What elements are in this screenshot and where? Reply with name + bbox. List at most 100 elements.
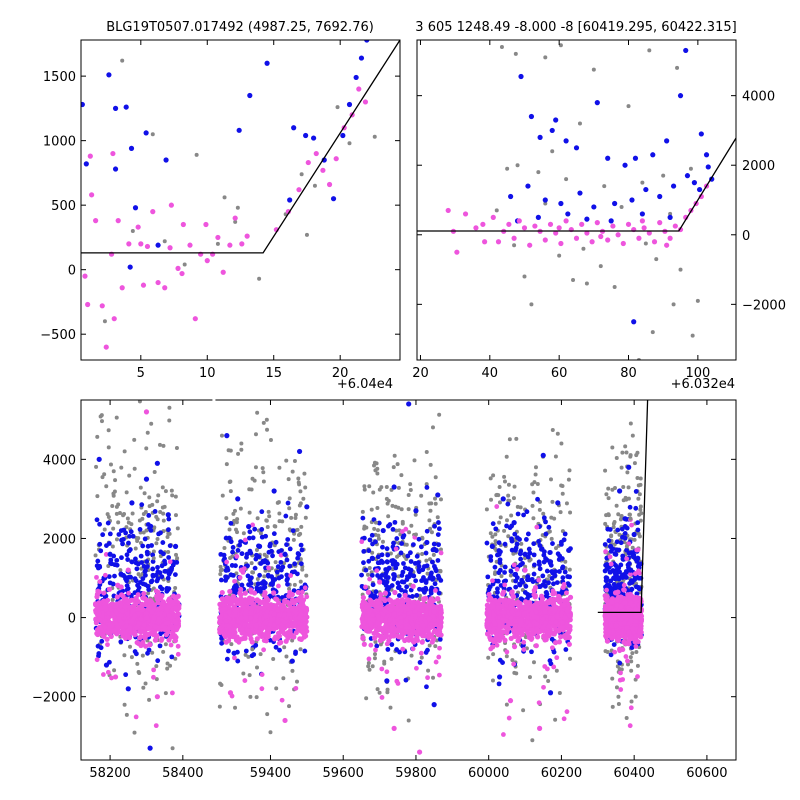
data-point-blue xyxy=(677,93,684,99)
cloud-pink-point xyxy=(126,590,132,596)
cloud-pink-point xyxy=(389,632,395,638)
cloud-blue-point xyxy=(285,581,290,587)
cloud-pink-point xyxy=(105,629,111,636)
data-point-gray xyxy=(522,274,527,279)
cloud-blue-point xyxy=(230,572,236,578)
cloud-gray-point xyxy=(502,396,506,400)
cloud-blue-point xyxy=(552,573,558,579)
cloud-blue-point xyxy=(165,575,171,581)
cloud-gray-point xyxy=(300,567,305,572)
cloud-pink-point xyxy=(408,616,414,622)
data-point-pink xyxy=(138,241,144,247)
cloud-blue-point xyxy=(118,528,124,534)
cloud-gray-point xyxy=(514,436,519,441)
cloud-pink-point xyxy=(146,625,152,631)
cloud-blue-point xyxy=(295,551,301,556)
cloud-gray-point xyxy=(385,501,390,506)
cloud-pink-point xyxy=(302,633,309,639)
cloud-blue-point xyxy=(169,567,174,573)
cloud-pink-point xyxy=(382,608,388,614)
data-point-pink xyxy=(605,237,611,243)
cloud-gray-point xyxy=(490,678,495,683)
cloud-blue-point xyxy=(244,551,250,557)
cloud-gray-point xyxy=(261,479,266,484)
cloud-blue-point xyxy=(252,565,258,571)
cloud-pink-point xyxy=(304,594,310,600)
cloud-gray-point xyxy=(367,667,372,672)
cloud-gray-point xyxy=(372,656,377,661)
cloud-blue-point xyxy=(143,568,148,573)
cloud-pink-point xyxy=(275,630,282,636)
cloud-blue-point xyxy=(537,562,542,568)
cloud-blue-point xyxy=(399,573,405,578)
data-point-blue xyxy=(558,200,564,207)
cloud-gray-point xyxy=(105,512,110,517)
cloud-pink-point xyxy=(378,638,383,643)
cloud-gray-point xyxy=(372,460,377,465)
cloud-blue-point xyxy=(290,528,296,534)
cloud-gray-point xyxy=(296,476,301,481)
cloud-blue-point xyxy=(497,557,503,563)
cloud-blue-point xyxy=(123,530,129,536)
cloud-pink-point xyxy=(234,634,240,640)
cloud-blue-point xyxy=(509,536,514,542)
panel-top-right-title: 3 605 1248.49 -8.000 -8 [60419.295, 6042… xyxy=(415,20,736,35)
cloud-blue-point xyxy=(380,544,385,550)
cloud-gray-point xyxy=(168,663,173,668)
cloud-gray-point xyxy=(491,652,496,657)
series-pink xyxy=(82,86,369,350)
axes-frame xyxy=(416,39,737,361)
cloud-blue-point xyxy=(100,532,106,538)
cloud-blue-point xyxy=(270,553,275,559)
data-point-pink xyxy=(672,223,678,229)
cloud-gray-point xyxy=(146,591,151,596)
cloud-blue-point xyxy=(562,569,568,575)
cloud-pink-point xyxy=(122,603,128,610)
cloud-blue-point xyxy=(229,563,235,568)
cloud-pink-point xyxy=(159,593,165,599)
cloud-pink-point xyxy=(276,583,281,589)
cloud-gray-point xyxy=(550,427,555,432)
cloud-pink-point xyxy=(138,616,144,622)
cloud-pink-point xyxy=(217,614,223,620)
cloud-gray-point xyxy=(255,516,260,521)
cloud-blue-point xyxy=(123,672,129,678)
cloud-gray-point xyxy=(173,586,178,591)
cloud-pink-point xyxy=(426,616,432,622)
cloud-pink-point xyxy=(175,643,181,649)
cloud-gray-point xyxy=(429,530,434,535)
cloud-pink-point xyxy=(224,559,230,565)
cloud-gray-point xyxy=(113,478,118,483)
cloud-blue-point xyxy=(557,569,562,574)
cloud-pink-point xyxy=(159,636,165,642)
cloud-pink-point xyxy=(303,607,309,613)
cloud-pink-point xyxy=(154,632,160,639)
cloud-gray-point xyxy=(488,531,493,536)
cloud-gray-point xyxy=(419,655,424,660)
cloud-gray-point xyxy=(228,489,233,494)
cloud-blue-point xyxy=(391,572,396,577)
data-point-blue xyxy=(81,101,85,108)
cloud-gray-point xyxy=(265,427,270,432)
data-point-gray xyxy=(215,241,220,246)
cloud-gray-point xyxy=(284,458,289,463)
cloud-blue-point xyxy=(166,555,172,560)
cloud-blue-point xyxy=(539,546,544,552)
series-blue xyxy=(508,47,715,325)
cloud-gray-point xyxy=(137,400,142,404)
cloud-blue-point xyxy=(299,547,305,553)
cloud-pink-point xyxy=(360,594,367,601)
cloud-gray-point xyxy=(239,447,244,452)
cloud-blue-point xyxy=(114,562,120,568)
cloud-blue-point xyxy=(226,648,231,654)
cloud-blue-point xyxy=(385,647,391,652)
cloud-gray-point xyxy=(289,515,294,520)
cloud-blue-point xyxy=(436,575,442,581)
cloud-pink-point xyxy=(436,672,442,678)
cloud-gray-point xyxy=(546,678,551,683)
cloud-pink-point xyxy=(128,629,134,635)
data-point-blue xyxy=(705,164,711,170)
data-point-gray xyxy=(668,211,673,216)
cloud-pink-point xyxy=(174,625,180,631)
cloud-gray-point xyxy=(258,652,263,657)
